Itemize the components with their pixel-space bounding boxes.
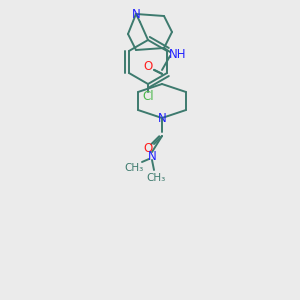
Text: CH₃: CH₃ — [124, 163, 144, 173]
Text: CH₃: CH₃ — [146, 173, 166, 183]
Text: N: N — [132, 8, 140, 20]
Text: N: N — [158, 112, 166, 124]
Text: O: O — [143, 142, 153, 154]
Text: Cl: Cl — [142, 89, 154, 103]
Text: O: O — [143, 59, 153, 73]
Text: N: N — [148, 149, 156, 163]
Text: NH: NH — [169, 47, 187, 61]
